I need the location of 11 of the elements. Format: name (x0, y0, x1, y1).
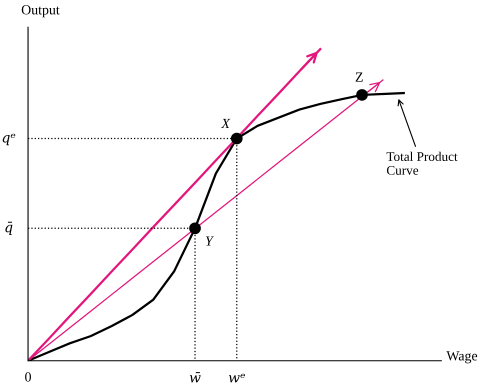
annotation: Z (356, 72, 363, 82)
x-tick-label: w̄ (190, 372, 201, 382)
text: q̄ (5, 222, 12, 236)
annotation: Total Product Curve (386, 152, 458, 175)
x-tick-label: 0 (25, 372, 31, 382)
x-axis-title: Wage (446, 351, 478, 364)
annotation: X (220, 118, 230, 128)
annotation: Y (206, 236, 214, 246)
x-tick-label: wᵉ (228, 374, 245, 382)
y-axis-title: Output (22, 5, 60, 18)
text: qᵉ (2, 134, 16, 146)
